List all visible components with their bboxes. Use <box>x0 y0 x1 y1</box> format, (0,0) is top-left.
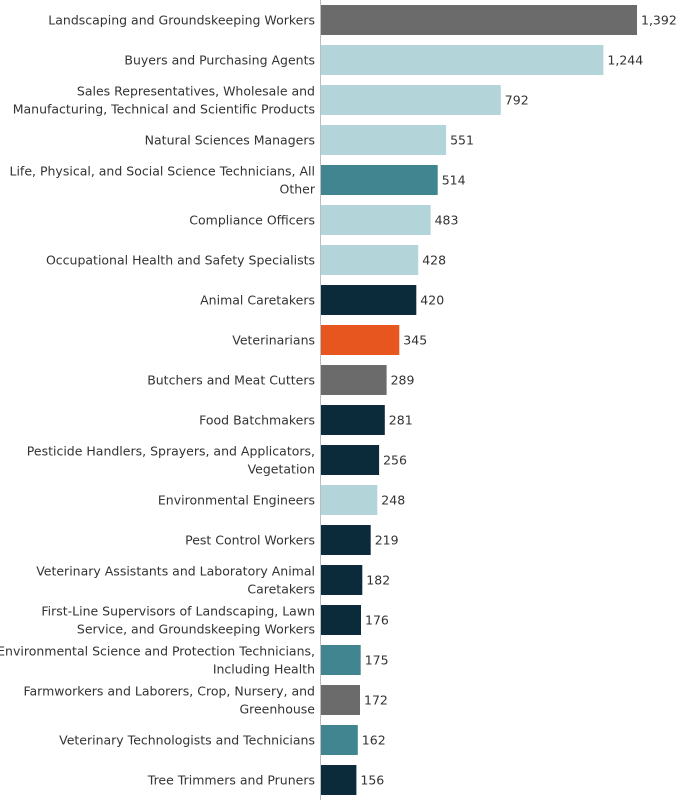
category-label: Environmental Engineers <box>158 493 315 508</box>
value-label: 162 <box>362 733 386 748</box>
category-label: Veterinary Assistants and Laboratory Ani… <box>36 564 315 579</box>
category-label: Occupational Health and Safety Specialis… <box>46 253 315 268</box>
bar <box>321 765 357 795</box>
bar <box>321 325 400 355</box>
category-label: Other <box>280 182 316 197</box>
bar <box>321 725 358 755</box>
category-label: Caretakers <box>247 582 315 597</box>
value-label: 172 <box>364 693 388 708</box>
category-label: Food Batchmakers <box>199 413 315 428</box>
category-label: Veterinarians <box>232 333 315 348</box>
value-label: 176 <box>365 613 389 628</box>
category-label: Environmental Science and Protection Tec… <box>0 644 315 659</box>
value-label: 1,392 <box>641 13 677 28</box>
category-label: Butchers and Meat Cutters <box>147 373 315 388</box>
bar <box>321 685 360 715</box>
category-label: Compliance Officers <box>189 213 315 228</box>
category-label: Pesticide Handlers, Sprayers, and Applic… <box>27 444 315 459</box>
category-label: Veterinary Technologists and Technicians <box>59 733 315 748</box>
bar <box>321 285 417 315</box>
category-label: Manufacturing, Technical and Scientific … <box>13 102 315 117</box>
value-label: 156 <box>360 773 384 788</box>
value-label: 345 <box>403 333 427 348</box>
bar <box>321 85 501 115</box>
value-label: 281 <box>389 413 413 428</box>
bar <box>321 165 438 195</box>
category-label: Animal Caretakers <box>200 293 315 308</box>
value-label: 792 <box>505 93 529 108</box>
bar <box>321 525 371 555</box>
value-label: 182 <box>366 573 390 588</box>
bar <box>321 405 385 435</box>
value-label: 219 <box>375 533 399 548</box>
category-label: Farmworkers and Laborers, Crop, Nursery,… <box>23 684 315 699</box>
value-label: 551 <box>450 133 474 148</box>
value-label: 483 <box>435 213 459 228</box>
category-label: Landscaping and Groundskeeping Workers <box>48 13 315 28</box>
category-label: First-Line Supervisors of Landscaping, L… <box>41 604 315 619</box>
value-label: 256 <box>383 453 407 468</box>
category-label: Service, and Groundskeeping Workers <box>77 622 315 637</box>
value-label: 1,244 <box>607 53 643 68</box>
value-label: 175 <box>365 653 389 668</box>
category-label: Natural Sciences Managers <box>145 133 315 148</box>
bars-group: 1,392 Landscaping and Groundskeeping Work… <box>0 5 677 795</box>
value-label: 420 <box>420 293 444 308</box>
bar <box>321 565 363 595</box>
bar <box>321 365 387 395</box>
bar <box>321 125 447 155</box>
category-label: Pest Control Workers <box>185 533 315 548</box>
category-label: Greenhouse <box>239 702 315 717</box>
value-label: 514 <box>442 173 466 188</box>
category-label: Life, Physical, and Social Science Techn… <box>10 164 316 179</box>
bar <box>321 445 380 475</box>
bar <box>321 245 419 275</box>
value-label: 248 <box>381 493 405 508</box>
category-label: Including Health <box>213 662 315 677</box>
bar <box>321 645 361 675</box>
bar <box>321 205 431 235</box>
value-label: 289 <box>391 373 415 388</box>
bar <box>321 485 378 515</box>
category-label: Buyers and Purchasing Agents <box>124 53 315 68</box>
category-label: Tree Trimmers and Pruners <box>147 773 315 788</box>
bar <box>321 5 637 35</box>
category-label: Vegetation <box>248 462 315 477</box>
value-label: 428 <box>422 253 446 268</box>
bar <box>321 45 604 75</box>
bar <box>321 605 361 635</box>
category-label: Sales Representatives, Wholesale and <box>77 84 315 99</box>
